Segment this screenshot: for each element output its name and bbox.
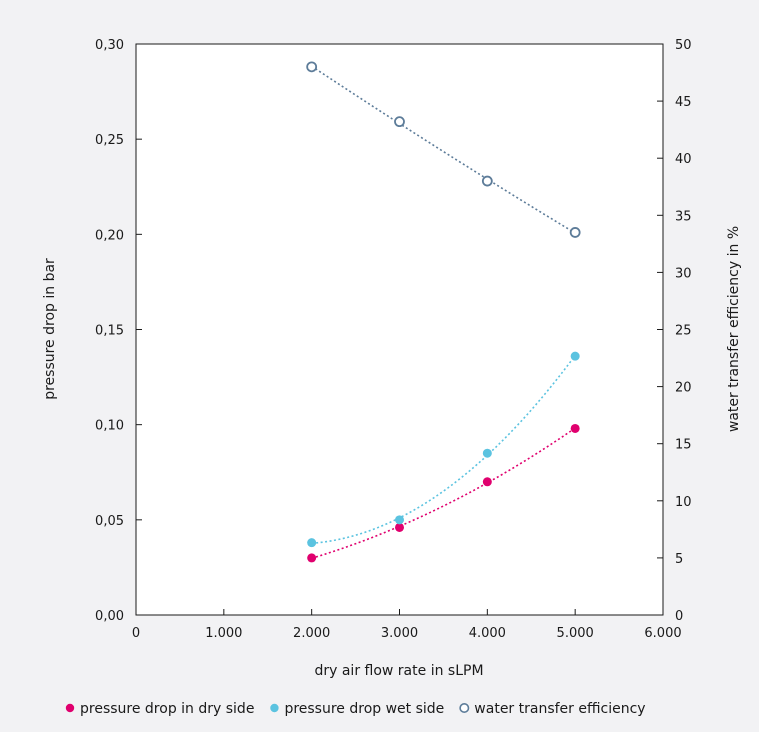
legend-marker-1 bbox=[65, 703, 75, 713]
x-tick-label: 4.000 bbox=[469, 626, 506, 641]
y2-tick-label: 20 bbox=[675, 381, 692, 396]
point-series-1 bbox=[395, 522, 404, 532]
point-series-1 bbox=[307, 553, 317, 563]
x-tick-label: 1.000 bbox=[205, 626, 242, 641]
y-tick-label: 0,15 bbox=[95, 324, 124, 339]
y2-tick-label: 0 bbox=[675, 609, 683, 624]
x-tick-label: 0 bbox=[132, 626, 140, 641]
y-tick-label: 0,00 bbox=[95, 609, 124, 624]
x-tick-label: 2.000 bbox=[293, 626, 330, 641]
point-series-3 bbox=[481, 175, 493, 187]
legend-label-1: pressure drop in dry side bbox=[80, 701, 254, 717]
x-tick-label: 5.000 bbox=[557, 626, 594, 641]
y2-tick-label: 45 bbox=[675, 95, 692, 110]
y-axis-title: pressure drop in bar bbox=[42, 258, 58, 400]
point-series-2 bbox=[395, 515, 404, 525]
y-tick-label: 0,30 bbox=[95, 38, 124, 53]
y2-tick-label: 15 bbox=[675, 438, 692, 453]
y-tick-label: 0,05 bbox=[95, 514, 124, 529]
y2-tick-label: 40 bbox=[675, 152, 692, 167]
point-series-2 bbox=[307, 538, 317, 548]
legend: pressure drop in dry side pressure drop w… bbox=[65, 701, 646, 717]
legend-marker-2 bbox=[270, 703, 279, 713]
y2-tick-label: 10 bbox=[675, 495, 692, 510]
y2-tick-label: 5 bbox=[675, 552, 683, 567]
legend-label-2: pressure drop wet side bbox=[284, 701, 444, 717]
y-tick-label: 0,25 bbox=[95, 133, 124, 148]
point-series-3 bbox=[306, 61, 318, 73]
point-series-3 bbox=[569, 227, 581, 238]
legend-label-3: water transfer efficiency bbox=[474, 701, 645, 717]
point-series-1 bbox=[570, 423, 580, 433]
y-tick-label: 0,20 bbox=[95, 228, 124, 243]
y2-tick-label: 30 bbox=[675, 266, 692, 281]
x-axis-title: dry air flow rate in sLPM bbox=[314, 663, 483, 679]
y-tick-label: 0,10 bbox=[95, 419, 124, 434]
point-series-1 bbox=[482, 477, 492, 487]
point-series-2 bbox=[570, 351, 580, 361]
y2-tick-label: 50 bbox=[675, 38, 692, 53]
y2-tick-label: 25 bbox=[675, 324, 692, 339]
x-tick-label: 6.000 bbox=[644, 626, 681, 641]
x-tick-label: 3.000 bbox=[381, 626, 418, 641]
trendline-series-1 bbox=[311, 427, 576, 560]
y2-tick-label: 35 bbox=[675, 209, 692, 224]
y2-axis-title: water transfer efficiency in % bbox=[726, 226, 742, 432]
point-series-2 bbox=[482, 448, 492, 458]
legend-marker-3 bbox=[459, 702, 470, 713]
point-series-3 bbox=[394, 116, 405, 128]
